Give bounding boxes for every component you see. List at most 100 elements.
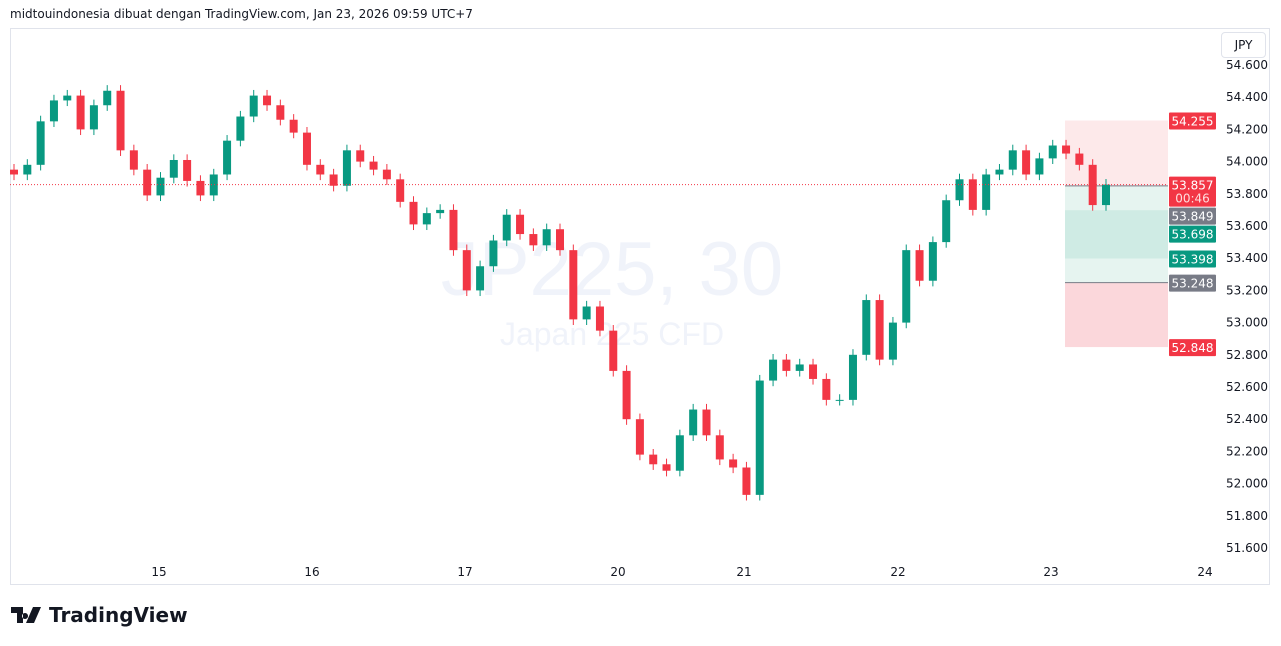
candle-up [63, 95, 72, 101]
currency-button[interactable]: JPY [1221, 32, 1266, 58]
y-tick-label: 53.600 [1226, 219, 1268, 233]
candle-up [422, 213, 431, 225]
candle-down [809, 364, 818, 379]
candle-up [928, 242, 937, 281]
x-tick-label: 16 [304, 565, 319, 579]
y-tick-label: 52.800 [1226, 348, 1268, 362]
candle-up [342, 150, 351, 186]
y-tick-label: 53.400 [1226, 251, 1268, 265]
x-tick-label: 15 [151, 565, 166, 579]
candle-down [915, 250, 924, 281]
stop-price-label: 52.848 [1172, 341, 1214, 355]
candle-down [609, 330, 618, 371]
candle-down [382, 169, 391, 180]
candle-down [263, 95, 272, 106]
entry-price-label: 53.849 [1172, 210, 1214, 224]
y-tick-label: 53.800 [1226, 187, 1268, 201]
candle-down [183, 159, 192, 181]
candle-up [542, 229, 551, 246]
candle-down [76, 95, 85, 130]
candle-up [436, 209, 445, 214]
last-price-label: 53.857 [1172, 179, 1214, 193]
candle-up [1008, 150, 1017, 170]
candle-up [675, 435, 684, 471]
zone-top-label: 53.698 [1172, 228, 1214, 242]
y-tick-label: 54.400 [1226, 90, 1268, 104]
candle-down [1022, 150, 1031, 175]
stop-line-label-bg [1169, 274, 1216, 292]
target-zone [1065, 120, 1168, 186]
candle-down [129, 150, 138, 170]
countdown-label: 00:46 [1175, 192, 1210, 206]
candle-down [143, 169, 152, 196]
candle-up [209, 174, 218, 196]
candle-down [822, 378, 831, 400]
target-price-label: 54.255 [1172, 115, 1214, 129]
candle-up [236, 116, 245, 141]
candle-up [942, 200, 951, 243]
candle-down [409, 201, 418, 225]
candle-down [356, 150, 365, 162]
stop-line-label: 53.248 [1172, 277, 1214, 291]
candle-up [103, 90, 112, 106]
candle-up [23, 164, 32, 175]
zone-bottom-label: 53.398 [1172, 253, 1214, 267]
candle-up [795, 364, 804, 371]
x-tick-label: 20 [610, 565, 625, 579]
candle-down [649, 454, 658, 465]
candle-up [888, 322, 897, 360]
candle-down [875, 300, 884, 360]
chart-caption: midtouindonesia dibuat dengan TradingVie… [10, 7, 473, 21]
candle-up [1035, 158, 1044, 175]
candle-up [955, 179, 964, 201]
candle-down [742, 467, 751, 495]
candle-up [1102, 184, 1110, 206]
candle-down [702, 409, 711, 436]
candle-up [36, 121, 45, 165]
candle-up [489, 240, 498, 267]
logo-text: TradingView [49, 603, 188, 627]
candle-up [169, 159, 178, 178]
y-tick-label: 52.600 [1226, 380, 1268, 394]
candle-down [302, 132, 311, 165]
x-tick-label: 23 [1043, 565, 1058, 579]
y-tick-label: 54.000 [1226, 155, 1268, 169]
take-profit-zone [1065, 210, 1168, 259]
candle-down [1088, 164, 1097, 206]
candle-down [622, 370, 631, 420]
candle-up [49, 100, 58, 122]
candle-down [715, 435, 724, 460]
zone-bottom-label-bg [1169, 250, 1216, 268]
candle-up [835, 399, 844, 401]
candle-up [689, 409, 698, 436]
candle-down [449, 209, 458, 251]
candle-down [968, 179, 977, 210]
candle-down [10, 169, 18, 175]
x-tick-label: 22 [890, 565, 905, 579]
candle-down [729, 459, 738, 468]
y-tick-label: 53.200 [1226, 283, 1268, 297]
candle-down [329, 174, 338, 186]
candle-up [156, 177, 165, 196]
chart-frame [10, 28, 1270, 585]
candle-up [902, 250, 911, 323]
candle-down [1075, 153, 1084, 165]
candle-down [635, 419, 644, 455]
watermark-symbol: JP225, 30 [441, 227, 783, 312]
y-tick-label: 54.200 [1226, 122, 1268, 136]
candle-up [862, 300, 871, 355]
x-tick-label: 24 [1197, 565, 1212, 579]
stop-zone [1065, 282, 1168, 348]
y-tick-label: 52.000 [1226, 477, 1268, 491]
candle-down [462, 250, 471, 291]
entry-price-label-bg [1169, 207, 1216, 225]
candle-up [982, 174, 991, 210]
y-tick-label: 52.200 [1226, 444, 1268, 458]
candle-up [995, 169, 1004, 175]
candle-down [316, 164, 325, 175]
x-tick-label: 17 [457, 565, 472, 579]
candle-up [848, 354, 857, 400]
candle-up [502, 214, 511, 241]
target-price-label-bg [1169, 112, 1216, 130]
